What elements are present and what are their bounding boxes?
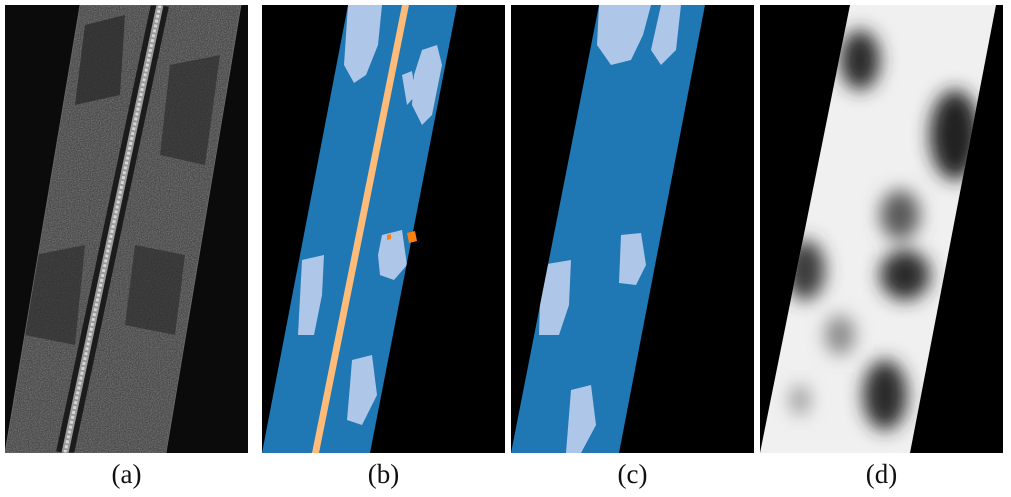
caption-b: (b) (367, 459, 400, 489)
segmentation-map-b (262, 5, 505, 453)
caption-a: (a) (111, 459, 142, 489)
caption-d: (d) (865, 459, 898, 489)
segmentation-map-c (511, 5, 754, 453)
panel-a-sonar-image (5, 5, 248, 453)
pipeline-class (312, 5, 409, 453)
caption-c: (c) (617, 459, 648, 489)
seabed-class-region (511, 5, 705, 453)
panel-c-segmentation (511, 5, 754, 453)
panel-d-probability-map (760, 5, 1003, 453)
panel-b-segmentation-pipeline (262, 5, 505, 453)
sonar-image (5, 5, 248, 453)
probability-map (760, 5, 1003, 453)
